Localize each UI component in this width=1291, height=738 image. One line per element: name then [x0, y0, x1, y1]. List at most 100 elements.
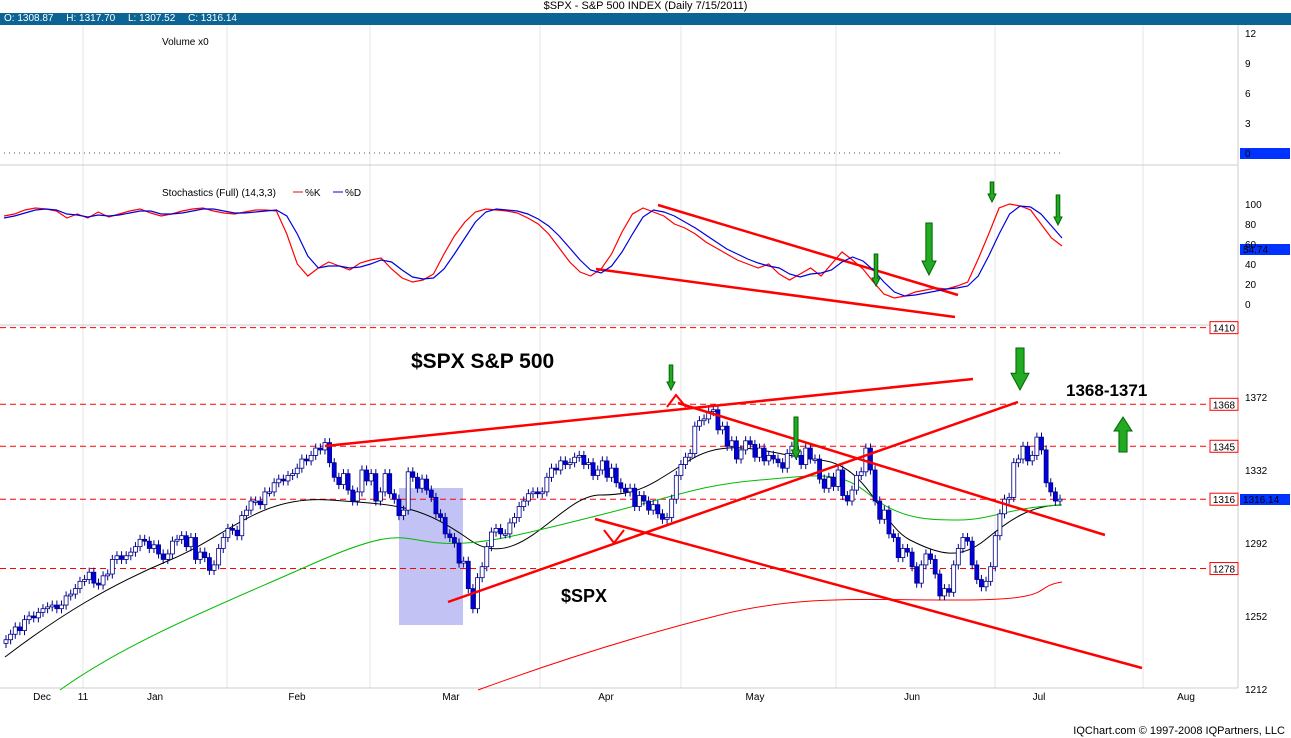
candle-body	[327, 442, 332, 464]
candle-body	[632, 487, 638, 507]
k-legend-label: %K	[305, 188, 321, 199]
level-label-box	[1209, 321, 1239, 335]
level-label-box	[1209, 492, 1239, 506]
x-tick-label: Jan	[147, 692, 163, 703]
candle-body	[586, 462, 591, 465]
candle-body	[220, 537, 226, 549]
stochastics-last-value-box	[1240, 244, 1290, 255]
candle-body	[780, 462, 786, 469]
candle-body	[465, 560, 471, 590]
candle-body	[784, 453, 790, 469]
candle-body	[193, 537, 198, 560]
stochastics-k-line	[3, 203, 1063, 299]
candle-body	[378, 491, 383, 502]
candle-body	[687, 453, 693, 458]
candle-body	[669, 498, 675, 518]
candle-body	[1034, 436, 1040, 456]
candle-body	[752, 444, 758, 458]
candle-body	[891, 533, 896, 538]
x-tick-label: Apr	[598, 692, 614, 703]
candle-body	[803, 447, 809, 465]
price-panel: 1410 1368 1345 1316 1278 $SPX S&P 500 $SPX 1…	[0, 321, 1290, 691]
price-peak-caret	[666, 393, 687, 408]
candle-body	[697, 420, 702, 427]
candle-body	[142, 538, 148, 542]
candle-body	[197, 551, 203, 560]
candle-body	[8, 633, 14, 641]
candle-body	[114, 555, 120, 560]
price-upper-wedge-line	[324, 377, 974, 448]
candle-body	[133, 546, 138, 553]
stochastics-d-line	[3, 205, 1063, 297]
candle-body	[821, 478, 827, 489]
candle-body	[354, 491, 360, 502]
candle-body	[488, 531, 494, 548]
price-last-value-box	[1240, 494, 1290, 505]
candle-body	[905, 548, 910, 553]
x-tick-label: Mar	[442, 692, 460, 703]
candle-body	[701, 418, 707, 422]
candle-body	[1025, 445, 1031, 462]
down-arrow-icon	[1053, 194, 1063, 227]
candle-body	[225, 527, 231, 538]
candle-body	[918, 564, 924, 584]
candle-body	[63, 595, 69, 606]
candle-body	[530, 491, 536, 495]
candle-body	[655, 504, 661, 515]
candle-body	[313, 447, 319, 456]
axis-labels: Dec 11 Jan Feb Mar Apr May Jun Jul Aug 12 9 6 3 100 80 6…	[33, 29, 1268, 703]
candle-body	[544, 476, 550, 493]
candle-body	[456, 542, 462, 564]
candle-body	[826, 476, 832, 489]
candle-body	[109, 559, 115, 575]
candle-body	[650, 504, 656, 511]
candle-body	[96, 582, 101, 586]
candle-body	[831, 476, 836, 487]
candle-body	[207, 557, 212, 571]
candle-body	[969, 540, 975, 566]
volume-y-tick-label: 3	[1245, 119, 1251, 130]
candle-body	[599, 460, 605, 471]
candle-body	[817, 458, 823, 480]
candle-body	[743, 440, 749, 451]
candle-body	[881, 509, 887, 520]
candlesticks	[3, 405, 1063, 648]
candle-body	[428, 489, 434, 498]
down-arrow-icon	[987, 181, 997, 204]
candle-body	[35, 611, 41, 619]
level-label-box	[1209, 439, 1239, 453]
down-arrow-icon	[871, 253, 881, 288]
candle-body	[988, 566, 994, 582]
chart-canvas: Volume x0 0 Stochastics (Full) (14,3,3) …	[0, 25, 1290, 703]
price-y-tick-label: 1292	[1245, 539, 1268, 550]
candle-body	[82, 579, 87, 582]
candle-body	[539, 491, 545, 495]
candle-body	[1006, 496, 1012, 500]
candle-body	[151, 544, 157, 549]
candle-body	[271, 482, 277, 493]
price-channel-upper-line	[677, 401, 1106, 537]
candle-body	[604, 460, 610, 478]
candle-body	[54, 604, 60, 610]
x-tick-label: Dec	[33, 692, 51, 703]
x-tick-label: Jun	[904, 692, 920, 703]
candle-body	[188, 537, 194, 548]
candle-body	[183, 535, 189, 548]
price-y-tick-label: 1332	[1245, 466, 1268, 477]
close-value: C: 1316.14	[188, 13, 237, 24]
candle-body	[31, 615, 37, 619]
candle-body	[909, 551, 915, 568]
candle-body	[618, 482, 624, 489]
candle-body	[646, 500, 651, 511]
candle-body	[738, 449, 744, 460]
chart-title: $SPX - S&P 500 INDEX (Daily 7/15/2011)	[0, 0, 1291, 13]
horizontal-levels: 1410 1368 1345 1316 1278	[0, 321, 1239, 576]
candle-body	[613, 467, 619, 484]
candle-body	[40, 608, 46, 613]
x-tick-label: May	[746, 692, 765, 703]
candle-body	[683, 456, 688, 465]
candle-body	[49, 604, 55, 608]
copyright-footer: IQChart.com © 1997-2008 IQPartners, LLC	[1073, 725, 1285, 737]
candle-body	[641, 495, 647, 502]
candle-body	[595, 469, 601, 476]
